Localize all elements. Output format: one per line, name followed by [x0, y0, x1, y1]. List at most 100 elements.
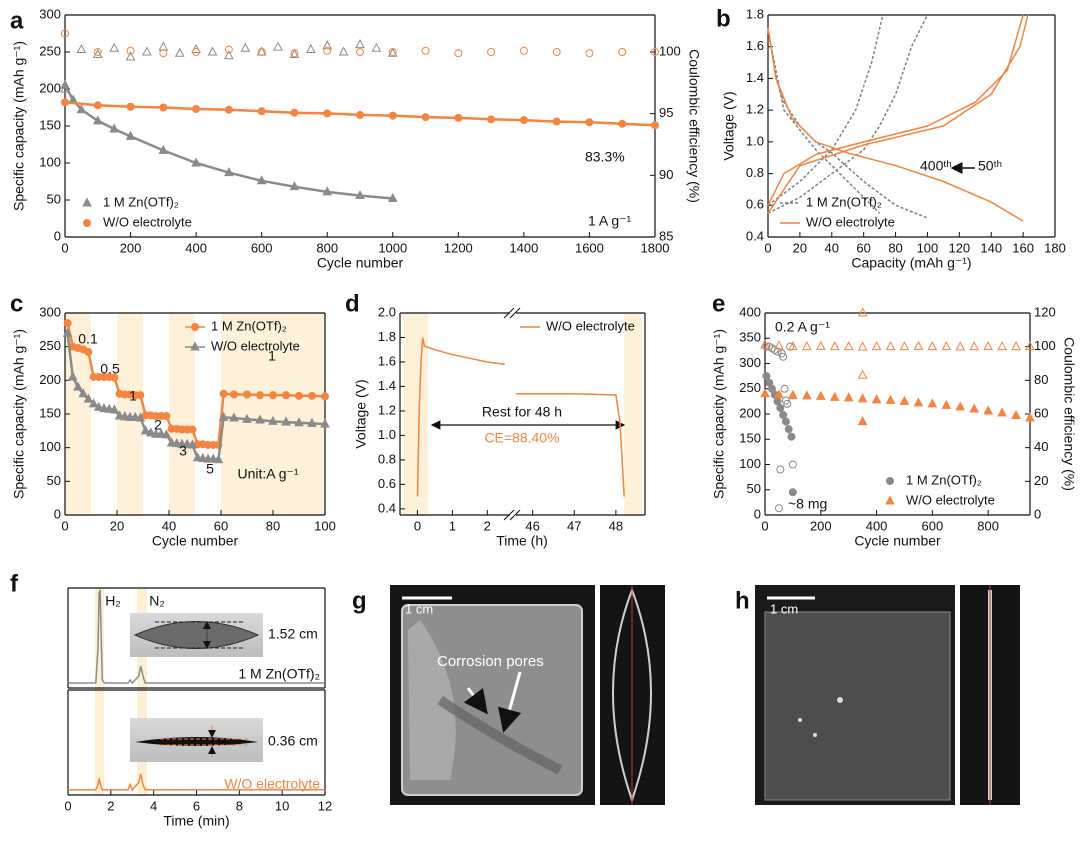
x-tick-label: 1200: [444, 240, 473, 255]
y-tick-label: 200: [739, 405, 761, 420]
annotation: 1 M Zn(OTf)₂: [238, 666, 320, 682]
legend-marker: [191, 323, 199, 331]
x-tick-label: 1: [449, 518, 456, 533]
x-tick-label: 46: [525, 518, 539, 533]
marker: [355, 39, 365, 49]
x-axis-label: Cycle number: [854, 533, 941, 549]
y2-axis-label: Coulombic efficiency (%): [686, 49, 702, 203]
series-line: [516, 393, 625, 497]
x-tick-label: 800: [316, 240, 338, 255]
x-tick-label: 600: [922, 518, 944, 533]
marker: [321, 392, 329, 401]
marker: [843, 341, 854, 351]
x-tick-label: 80: [888, 240, 902, 255]
marker: [145, 427, 156, 437]
annotation: CE=88.40%: [484, 430, 559, 446]
marker: [387, 47, 398, 57]
marker: [969, 403, 980, 413]
y-tick-label: 1.6: [746, 38, 764, 53]
marker: [773, 397, 782, 406]
marker: [78, 388, 89, 398]
annotation: ~8 mg: [788, 496, 827, 512]
marker: [213, 454, 224, 464]
marker: [519, 46, 528, 55]
marker: [787, 432, 796, 441]
marker: [281, 416, 291, 426]
y2-tick-label: 100: [659, 43, 681, 58]
x-tick-label: 0: [64, 798, 71, 813]
annotation: 50ᵗʰ: [978, 158, 1002, 174]
marker: [762, 372, 771, 381]
marker: [356, 110, 364, 119]
x-tick-label: 1800: [641, 240, 670, 255]
marker: [63, 319, 72, 328]
x-tick-label: 0: [61, 240, 68, 255]
marker: [322, 186, 333, 196]
y-tick-label: 0: [54, 506, 61, 521]
marker: [224, 105, 233, 114]
marker: [885, 341, 896, 351]
marker: [219, 389, 228, 398]
marker: [61, 29, 69, 38]
marker: [969, 341, 980, 351]
marker: [784, 425, 793, 434]
x-axis-label: Cycle number: [317, 255, 404, 271]
x-tick-label: 100: [917, 240, 939, 255]
y2-tick-label: 0: [1034, 506, 1041, 521]
annotation: 0.36 cm: [268, 733, 318, 749]
x-tick-label: 800: [977, 518, 999, 533]
panel-label: f: [10, 570, 19, 597]
marker: [307, 417, 317, 427]
x-tick-label: 0: [764, 240, 771, 255]
series-line: [68, 589, 325, 685]
marker: [92, 48, 103, 58]
annotation: W/O electrolyte: [224, 776, 320, 792]
marker: [76, 104, 87, 114]
y-axis-label: Specific capacity (mAh g⁻¹): [711, 329, 727, 499]
series-line: [416, 337, 505, 497]
marker: [983, 341, 993, 351]
marker: [140, 425, 151, 435]
marker: [487, 48, 496, 56]
marker: [552, 48, 561, 56]
y-tick-label: 0.8: [746, 165, 764, 180]
scale-bar-label: 1 cm: [770, 601, 798, 616]
marker: [295, 391, 303, 400]
marker: [61, 98, 69, 107]
marker: [454, 113, 463, 122]
marker: [174, 47, 185, 57]
marker: [618, 48, 627, 56]
marker: [941, 341, 952, 351]
marker: [88, 398, 99, 408]
marker: [885, 394, 896, 404]
marker: [788, 488, 797, 497]
y-tick-label: 150: [39, 117, 61, 132]
marker: [802, 341, 812, 351]
marker: [161, 429, 172, 439]
marker: [125, 51, 136, 61]
y2-tick-label: 95: [659, 105, 673, 120]
marker: [109, 123, 119, 133]
panel-label: d: [345, 290, 360, 317]
y-tick-label: 250: [39, 43, 61, 58]
marker: [421, 113, 430, 122]
marker: [760, 388, 770, 398]
y-tick-label: 50: [747, 481, 761, 496]
marker: [388, 48, 397, 56]
scale-bar-label: 1 cm: [405, 601, 433, 616]
marker: [829, 341, 840, 351]
legend-marker: [82, 197, 92, 207]
marker: [871, 394, 882, 404]
x-tick-label: 47: [567, 518, 581, 533]
marker: [192, 104, 201, 113]
marker: [257, 48, 266, 56]
marker: [109, 404, 120, 414]
annotation: 3: [179, 443, 187, 459]
marker: [294, 417, 304, 427]
marker: [83, 393, 94, 403]
marker: [773, 347, 782, 356]
x-tick-label: 120: [948, 240, 970, 255]
marker: [188, 425, 197, 434]
panel-label: c: [10, 290, 23, 317]
y-tick-label: 0.4: [378, 500, 396, 515]
